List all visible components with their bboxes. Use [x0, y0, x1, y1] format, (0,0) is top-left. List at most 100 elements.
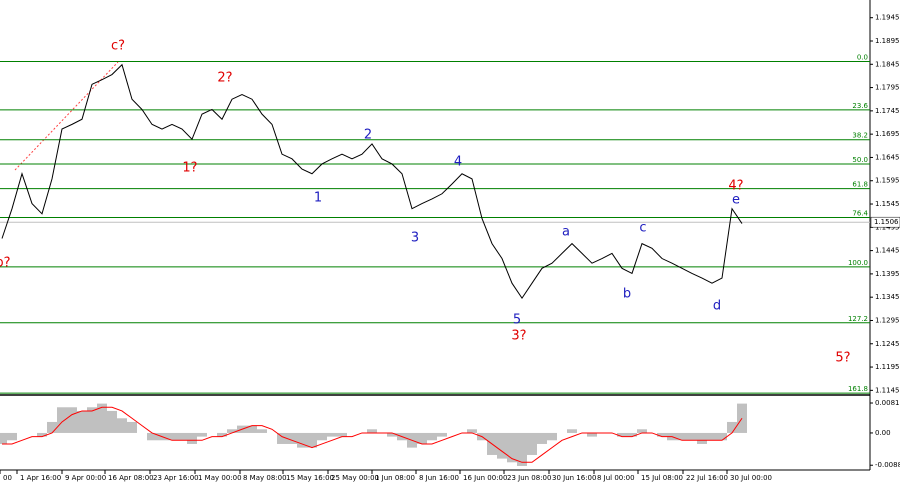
histogram-bar	[687, 432, 697, 441]
y-tick-label: 1.1895	[875, 37, 900, 45]
wave-label: d	[713, 299, 721, 314]
y-tick-label: 1.1745	[875, 107, 900, 115]
last-price-label: 1.1506	[874, 218, 899, 226]
x-tick-label: 15 Jul 08:00	[641, 474, 683, 482]
x-tick-label: 30 Jul 00:00	[730, 474, 772, 482]
y-tick-label: 1.1245	[875, 340, 900, 348]
histogram-bar	[307, 432, 317, 448]
histogram-bar	[327, 432, 337, 437]
histogram-bar	[707, 432, 717, 441]
histogram-bar	[527, 432, 537, 455]
wave-label: 3	[411, 231, 419, 246]
price-line	[1, 63, 743, 300]
wave-label: 4?	[728, 179, 743, 194]
fib-label: 61.8	[852, 181, 868, 189]
histogram-bar	[677, 432, 687, 441]
histogram-bar	[317, 432, 327, 441]
x-tick-label: 16 Apr 08:00	[108, 474, 154, 482]
y-tick-label: -0.0088	[875, 461, 900, 469]
fib-label: 100.0	[848, 259, 868, 267]
histogram-bar	[727, 421, 737, 433]
histogram-bar	[427, 432, 437, 441]
histogram-bar	[467, 429, 477, 433]
histogram-bar	[697, 432, 707, 444]
histogram-bar	[127, 421, 137, 433]
wave-label: 3?	[511, 329, 526, 344]
wave-label: b?	[0, 256, 11, 271]
y-tick-label: 1.1545	[875, 200, 900, 208]
histogram-bar	[37, 432, 47, 437]
wave-label: c?	[111, 39, 125, 54]
histogram-bar	[77, 410, 87, 433]
x-tick-label: 1 Jun 08:00	[375, 474, 415, 482]
x-tick-label: 8 Jun 16:00	[419, 474, 459, 482]
y-tick-label: 1.1295	[875, 316, 900, 324]
x-tick-label: 16 Jun 00:00	[463, 474, 507, 482]
histogram-bar	[0, 432, 7, 444]
fib-label: 50.0	[852, 156, 868, 164]
histogram-bar	[297, 432, 307, 448]
histogram-bar	[227, 429, 237, 433]
histogram-bar	[637, 429, 647, 433]
x-tick-label: 9 Apr 00:00	[65, 474, 106, 482]
histogram-bar	[497, 432, 507, 459]
histogram-bar	[147, 432, 157, 441]
y-tick-label: 1.1645	[875, 153, 900, 161]
fib-label: 23.6	[852, 102, 868, 110]
x-tick-label: 23 Jun 08:00	[507, 474, 551, 482]
histogram-bar	[287, 432, 297, 444]
y-tick-label: 1.1145	[875, 386, 900, 394]
y-tick-label: 1.1795	[875, 84, 900, 92]
x-tick-label: 8 Jul 00:00	[597, 474, 635, 482]
wave-label: a	[562, 225, 570, 240]
histogram-bar	[627, 432, 637, 437]
x-tick-label: 25 May 00:00	[331, 474, 379, 482]
histogram-bar	[107, 410, 117, 433]
histogram-bar	[117, 418, 127, 433]
fib-label: 0.0	[857, 53, 868, 61]
histogram-bar	[517, 432, 527, 466]
histogram-bar	[187, 432, 197, 444]
histogram-bar	[367, 429, 377, 433]
histogram-bar	[247, 425, 257, 433]
x-tick-label: 30 Jun 16:00	[552, 474, 596, 482]
wave-label: 5?	[835, 351, 850, 366]
histogram-bar	[337, 432, 347, 437]
wave-label: c	[639, 221, 646, 236]
y-tick-label: 1.1445	[875, 247, 900, 255]
histogram-bar	[167, 432, 177, 441]
histogram-bar	[277, 432, 287, 444]
histogram-bar	[417, 432, 427, 444]
histogram-bar	[217, 432, 227, 437]
histogram-bar	[437, 432, 447, 437]
histogram-bar	[587, 432, 597, 437]
fib-label: 127.2	[848, 315, 868, 323]
wave-label: 2?	[217, 71, 232, 86]
x-tick-label: 15 May 16:00	[286, 474, 334, 482]
histogram-bar	[67, 407, 77, 433]
histogram-bar	[87, 407, 97, 433]
wave-label: 4	[454, 155, 462, 170]
histogram-bar	[97, 403, 107, 433]
histogram-bar	[567, 429, 577, 433]
y-tick-label: 1.1195	[875, 363, 900, 371]
histogram-bar	[257, 429, 267, 433]
fib-label: 161.8	[848, 385, 868, 393]
wave-label: 1	[314, 191, 322, 206]
y-tick-label: 1.1945	[875, 14, 900, 22]
x-tick-label: 23 Apr 16:00	[153, 474, 199, 482]
histogram-bar	[177, 432, 187, 441]
histogram-bar	[387, 432, 397, 437]
y-tick-label: 0.00	[875, 429, 891, 437]
x-tick-label: 22 Jul 16:00	[686, 474, 728, 482]
y-tick-label: 1.1845	[875, 60, 900, 68]
y-tick-label: 0.00816	[875, 399, 900, 407]
y-tick-label: 1.1595	[875, 177, 900, 185]
y-tick-label: 1.1395	[875, 270, 900, 278]
last-price-tag	[870, 216, 900, 228]
wave-label: 2	[364, 128, 372, 143]
fib-label: 38.2	[852, 132, 868, 140]
signal-line	[2, 406, 743, 463]
